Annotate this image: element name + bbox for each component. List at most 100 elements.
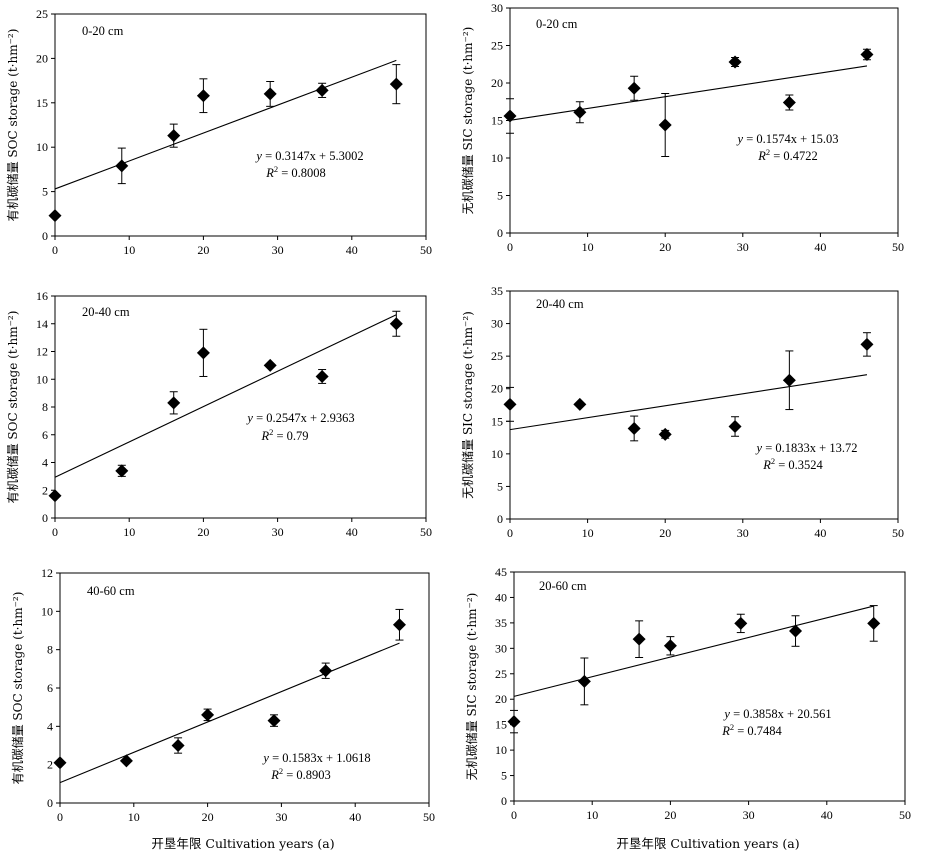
data-point (658, 427, 672, 441)
x-tick-label: 30 (737, 240, 749, 254)
x-tick-label: 0 (52, 525, 58, 539)
x-tick-label: 20 (664, 808, 676, 822)
equation-body: = 0.3858x + 20.561 (730, 707, 832, 721)
y-tick-label: 35 (491, 284, 503, 298)
r-squared-symbol: R (265, 166, 274, 180)
depth-label: 0-20 cm (82, 24, 124, 38)
x-tick-label: 50 (892, 240, 904, 254)
y-tick-label: 10 (491, 447, 503, 461)
y-tick-label: 30 (491, 317, 503, 331)
x-tick-label: 10 (582, 240, 594, 254)
x-tick-label: 0 (507, 526, 513, 540)
y-tick-label: 10 (36, 140, 48, 154)
regression-line (509, 374, 868, 431)
y-tick-label: 8 (42, 400, 48, 414)
data-point (782, 96, 796, 109)
data-point (392, 618, 406, 632)
data-point (627, 421, 641, 435)
y-tick-label: 20 (495, 692, 507, 706)
y-tick-label: 5 (501, 769, 507, 783)
regression-line (59, 642, 400, 784)
y-tick-label: 25 (495, 667, 507, 681)
r-squared-value: = 0.8008 (278, 166, 326, 180)
equation-body: = 0.1833x + 13.72 (762, 441, 857, 455)
r-squared: R2 = 0.8903 (270, 766, 331, 782)
plot-frame (509, 290, 899, 520)
plot-frame (513, 571, 906, 802)
x-tick-label: 40 (821, 808, 833, 822)
data-point (48, 489, 62, 503)
y-tick-label: 12 (36, 345, 48, 359)
plot-frame (54, 13, 427, 237)
y-tick-label: 0 (42, 229, 48, 243)
r-squared-symbol: R (270, 768, 279, 782)
y-tick-label: 40 (495, 590, 507, 604)
data-point (119, 754, 133, 768)
y-axis-label: 有机碳储量 SOC storage (t·hm⁻²) (10, 592, 25, 785)
chart-panel-5: 0 10 20 30 40 50 0 2 4 6 8 10 12 有机碳储量 SOC storage (t… (10, 566, 435, 824)
y-tick-label: 20 (491, 76, 503, 90)
x-tick-label: 0 (511, 808, 517, 822)
x-tick-label: 40 (346, 243, 358, 257)
y-tick-label: 5 (42, 185, 48, 199)
y-tick-label: 5 (497, 479, 503, 493)
x-tick-label: 30 (272, 243, 284, 257)
data-point (167, 129, 181, 143)
data-point (860, 337, 874, 351)
x-tick-label: 10 (128, 810, 140, 824)
data-point (267, 714, 281, 728)
equation-y-symbol: y (261, 751, 269, 765)
x-tick-label: 10 (582, 526, 594, 540)
data-point (196, 346, 210, 360)
y-tick-label: 0 (42, 511, 48, 525)
data-point (503, 109, 517, 123)
r-squared: R2 = 0.7484 (721, 722, 782, 738)
regression-equation: y = 0.1583x + 1.0618 (261, 751, 370, 765)
equation-y-symbol: y (755, 441, 763, 455)
r-squared-value: = 0.79 (273, 429, 308, 443)
data-point (507, 715, 521, 729)
y-tick-label: 0 (47, 796, 53, 810)
r-squared-symbol: R (762, 458, 771, 472)
data-point (632, 632, 646, 646)
y-tick-label: 8 (47, 643, 53, 657)
equation-body: = 0.1583x + 1.0618 (269, 751, 371, 765)
data-point (503, 397, 517, 411)
r-squared-superscript: 2 (279, 766, 283, 776)
data-point (728, 419, 742, 433)
r-squared-symbol: R (260, 429, 269, 443)
data-point (728, 55, 742, 69)
y-tick-label: 10 (36, 372, 48, 386)
equation-y-symbol: y (722, 707, 730, 721)
x-tick-label: 30 (737, 526, 749, 540)
y-axis-label: 有机碳储量 SOC storage (t·hm⁻²) (5, 311, 20, 504)
y-tick-label: 30 (491, 1, 503, 15)
regression-line (513, 605, 874, 697)
x-tick-label: 20 (197, 243, 209, 257)
x-tick-label: 30 (743, 808, 755, 822)
y-tick-label: 12 (41, 566, 53, 580)
y-tick-label: 14 (36, 317, 48, 331)
y-tick-label: 6 (47, 681, 53, 695)
r-squared-superscript: 2 (766, 147, 770, 157)
r-squared: R2 = 0.8008 (265, 164, 326, 180)
x-tick-label: 10 (586, 808, 598, 822)
plot-frame (59, 572, 430, 804)
data-point (171, 739, 185, 752)
y-tick-label: 10 (41, 604, 53, 618)
y-tick-label: 10 (491, 151, 503, 165)
y-tick-label: 0 (501, 794, 507, 808)
data-point (319, 664, 333, 678)
depth-label: 20-40 cm (536, 297, 584, 311)
x-tick-label: 40 (349, 810, 361, 824)
y-axis-label: 无机碳储量 SIC storage (t·hm⁻²) (460, 27, 475, 215)
y-tick-label: 20 (36, 51, 48, 65)
y-tick-label: 4 (42, 456, 48, 470)
plot-frame (54, 295, 427, 519)
x-tick-label: 20 (659, 240, 671, 254)
equation-y-symbol: y (254, 149, 262, 163)
data-point (115, 464, 129, 478)
regression-equation: y = 0.1574x + 15.03 (736, 132, 839, 146)
x-axis-label-right: 开垦年限 Cultivation years (a) (616, 836, 799, 851)
chart-panel-4: 0 10 20 30 40 50 0 5 10 15 20 25 30 35 无机碳储量 SIC stora… (460, 284, 904, 540)
